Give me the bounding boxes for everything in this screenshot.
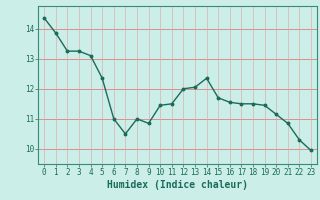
X-axis label: Humidex (Indice chaleur): Humidex (Indice chaleur) (107, 180, 248, 190)
